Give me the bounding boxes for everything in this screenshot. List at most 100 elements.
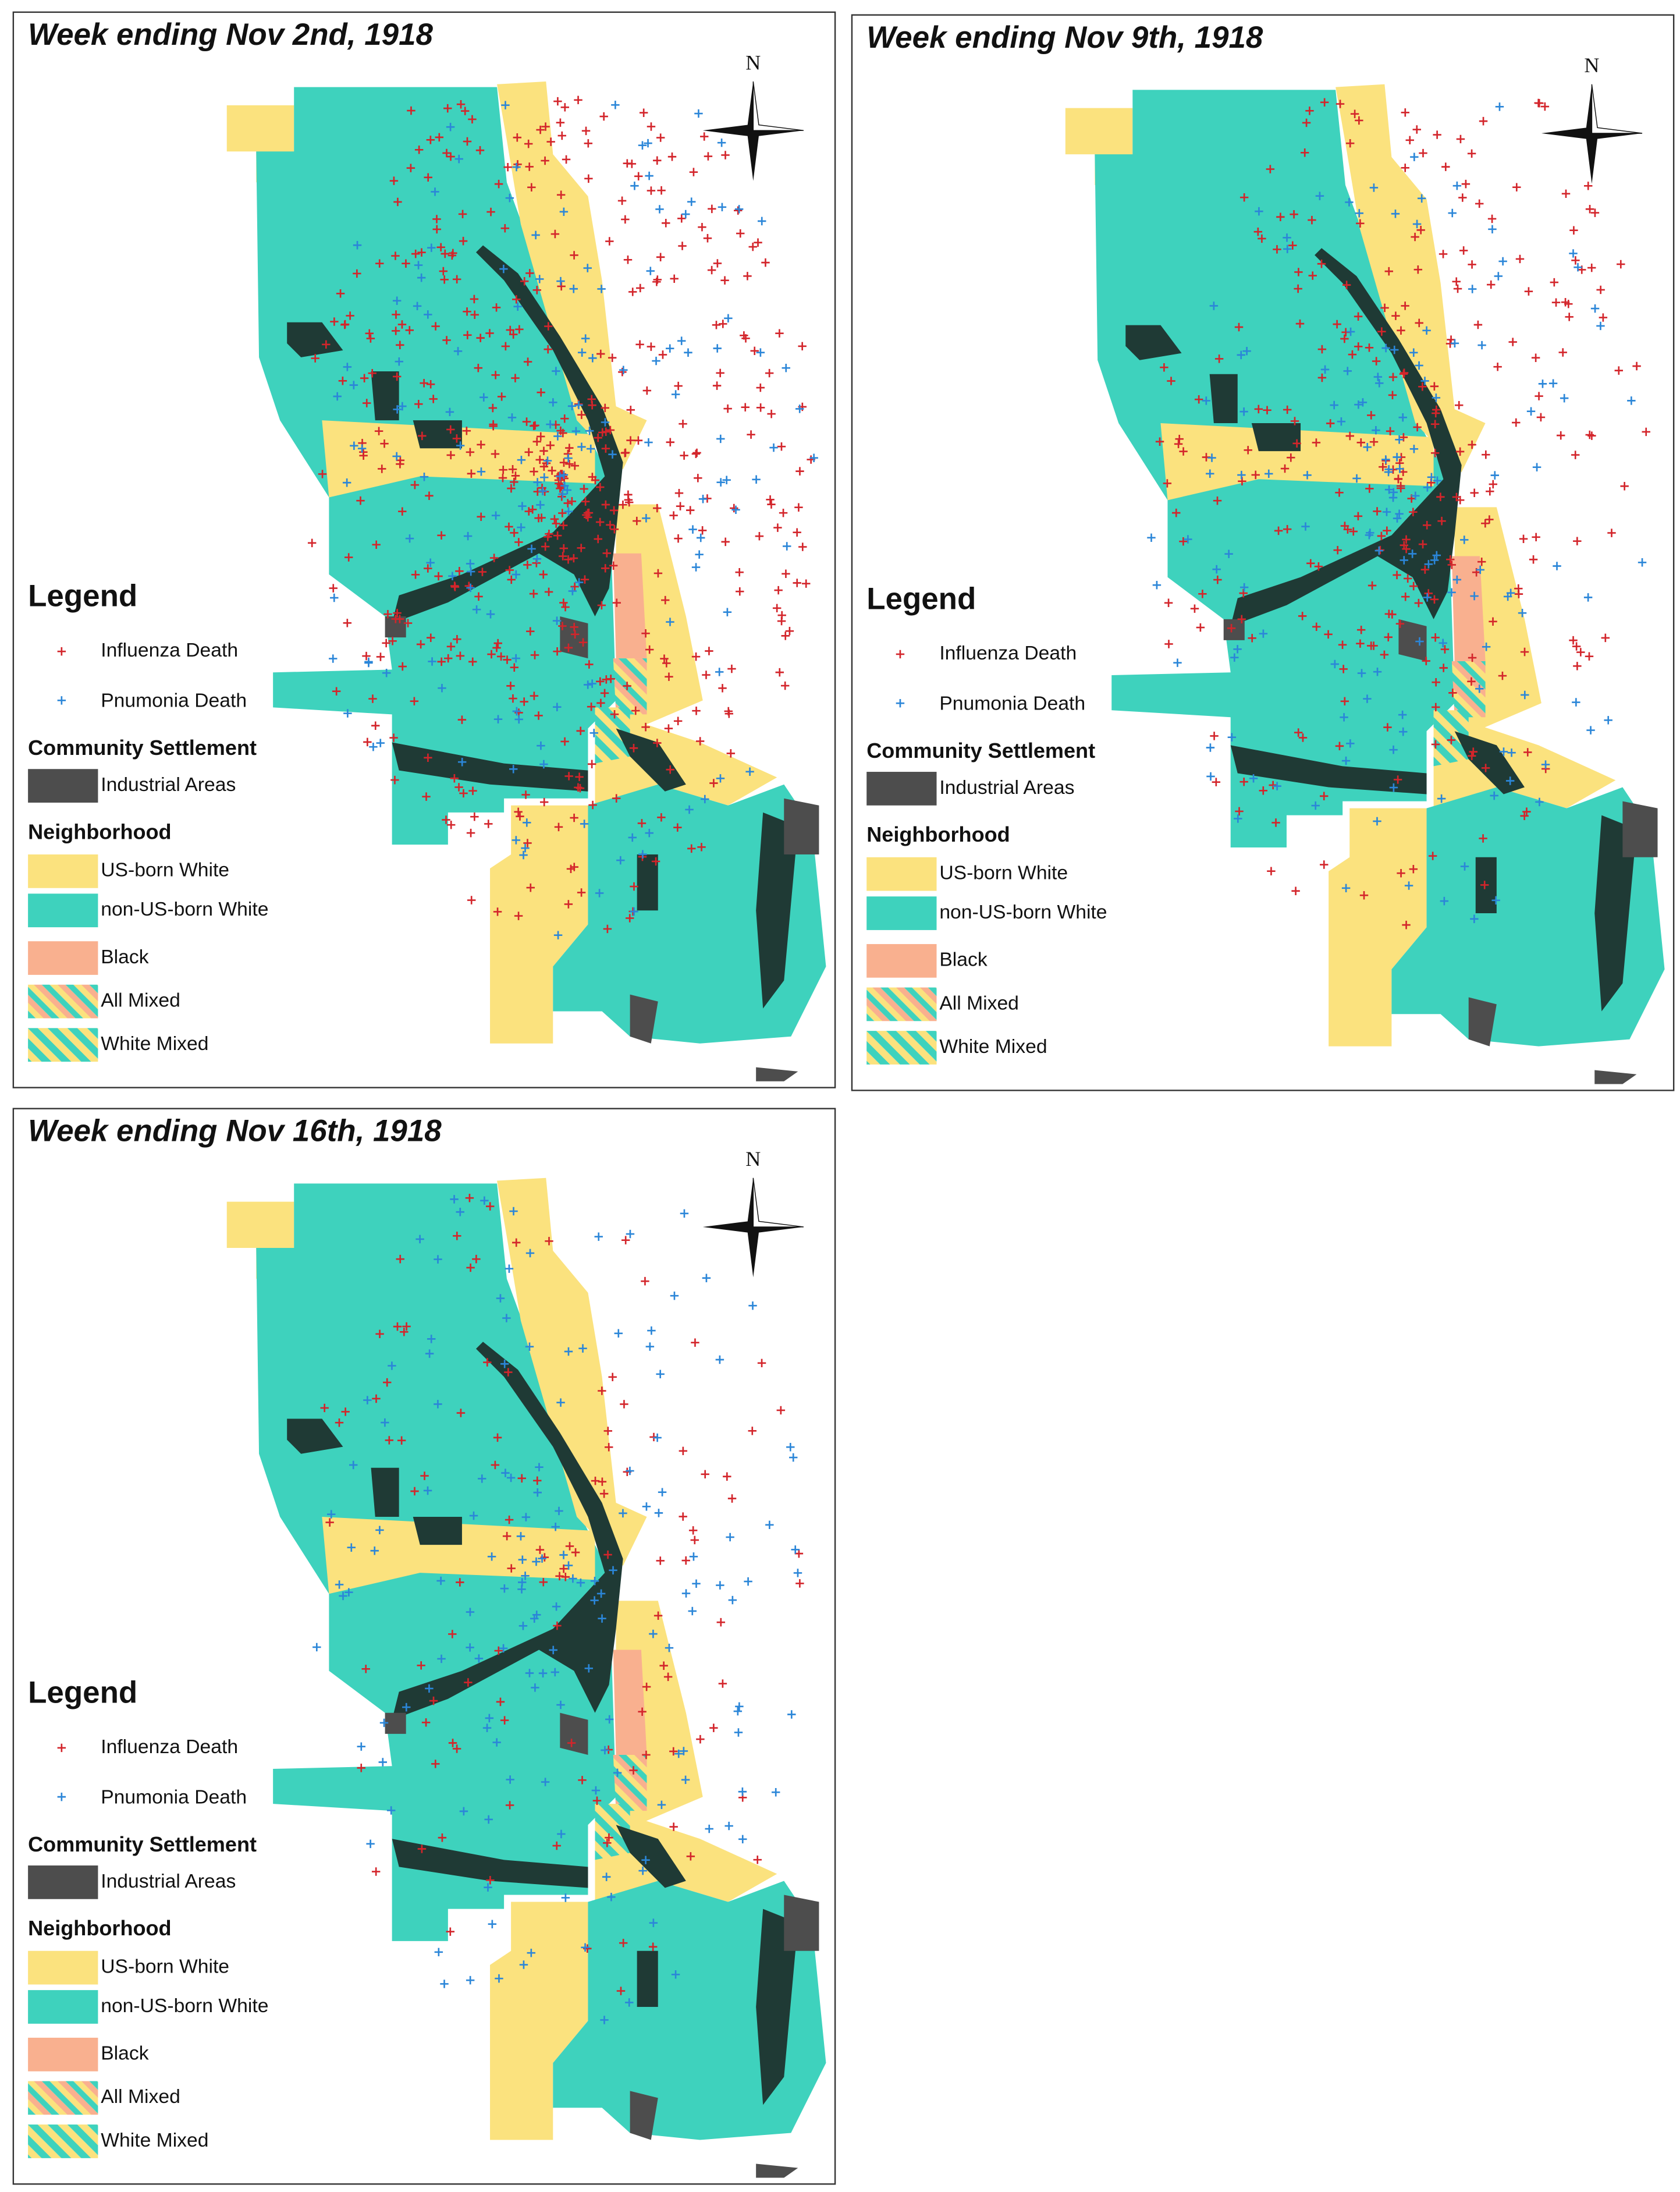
death-marker	[1400, 368, 1409, 377]
death-marker	[1488, 225, 1497, 234]
death-marker	[1283, 233, 1291, 242]
death-marker	[521, 1572, 530, 1580]
death-marker	[577, 442, 586, 451]
death-marker	[1214, 354, 1224, 363]
death-marker	[1294, 284, 1302, 293]
death-marker	[1408, 549, 1417, 558]
death-marker	[577, 348, 587, 357]
legend-heading: Neighborhood	[28, 820, 172, 843]
death-marker	[1172, 508, 1181, 517]
death-marker	[393, 1322, 402, 1331]
death-marker	[576, 726, 585, 735]
death-marker	[519, 850, 528, 860]
death-marker	[1468, 751, 1476, 760]
death-marker	[629, 1766, 638, 1775]
death-marker	[601, 403, 609, 413]
death-marker	[1388, 391, 1397, 400]
death-marker	[417, 1661, 425, 1670]
death-marker	[1389, 745, 1398, 754]
death-marker	[459, 1807, 468, 1816]
legend-swatch	[28, 854, 98, 888]
death-marker	[470, 812, 479, 821]
death-marker	[1431, 740, 1440, 749]
death-marker	[505, 193, 514, 203]
death-marker	[559, 598, 568, 607]
death-marker	[781, 632, 790, 640]
death-marker	[628, 833, 637, 842]
death-marker	[1573, 537, 1582, 545]
death-marker	[390, 775, 399, 785]
death-marker	[608, 1372, 617, 1382]
death-marker	[596, 483, 605, 492]
death-marker	[1448, 689, 1457, 697]
death-marker	[734, 1728, 743, 1737]
death-marker	[532, 286, 541, 295]
death-marker	[1422, 521, 1432, 530]
death-marker	[1532, 463, 1542, 471]
death-marker	[653, 739, 662, 747]
death-marker	[1369, 641, 1378, 650]
death-marker	[600, 2016, 609, 2024]
death-marker	[397, 320, 407, 329]
death-marker	[730, 503, 738, 513]
death-marker	[1642, 427, 1650, 437]
death-marker	[510, 477, 518, 487]
death-marker	[1283, 244, 1292, 254]
death-marker	[623, 256, 633, 264]
death-marker	[500, 1360, 509, 1368]
death-marker	[1377, 327, 1386, 336]
death-marker	[1560, 393, 1569, 403]
death-marker	[357, 1742, 366, 1751]
death-marker	[1461, 179, 1471, 189]
death-marker	[1468, 440, 1476, 449]
death-marker	[713, 259, 722, 268]
death-marker	[527, 1949, 536, 1957]
death-marker	[1393, 775, 1402, 784]
death-marker	[787, 1710, 796, 1719]
death-marker	[665, 672, 673, 681]
death-marker	[795, 405, 804, 413]
death-marker	[493, 639, 502, 648]
death-marker	[603, 1427, 613, 1435]
death-marker	[581, 1943, 589, 1952]
death-marker	[1244, 446, 1252, 455]
death-marker	[489, 554, 499, 562]
death-marker	[644, 438, 653, 447]
death-marker	[371, 1867, 381, 1876]
death-marker	[1271, 818, 1280, 827]
death-marker	[1314, 562, 1323, 571]
death-marker	[512, 1238, 521, 1247]
death-marker	[427, 633, 435, 642]
death-marker	[539, 446, 548, 455]
death-marker	[402, 1322, 411, 1331]
death-marker	[570, 582, 579, 591]
death-marker	[318, 470, 327, 478]
death-marker	[1523, 748, 1532, 757]
death-marker	[1209, 302, 1219, 310]
death-marker	[713, 344, 722, 353]
map-panel: Week ending Nov 16th, 1918 N Legend Influen…	[12, 1108, 836, 2185]
death-marker	[1341, 756, 1351, 765]
death-marker	[1294, 728, 1303, 737]
death-marker	[395, 357, 404, 366]
death-marker	[553, 647, 562, 656]
death-marker	[1390, 345, 1399, 354]
death-marker	[651, 857, 660, 866]
death-marker	[1433, 476, 1442, 485]
death-marker	[431, 187, 439, 196]
death-marker	[448, 572, 457, 580]
death-marker	[601, 1746, 609, 1755]
death-marker	[491, 449, 500, 459]
death-marker	[695, 550, 704, 559]
legend-label: Industrial Areas	[939, 777, 1074, 799]
death-marker	[484, 1815, 493, 1824]
death-marker	[766, 495, 775, 504]
death-marker	[505, 1264, 514, 1273]
death-marker	[1529, 555, 1538, 564]
death-marker	[1432, 551, 1441, 560]
death-marker	[472, 1254, 481, 1264]
death-marker	[505, 1515, 514, 1524]
death-marker	[392, 310, 400, 319]
death-marker	[1430, 449, 1440, 457]
death-marker	[466, 1263, 475, 1272]
